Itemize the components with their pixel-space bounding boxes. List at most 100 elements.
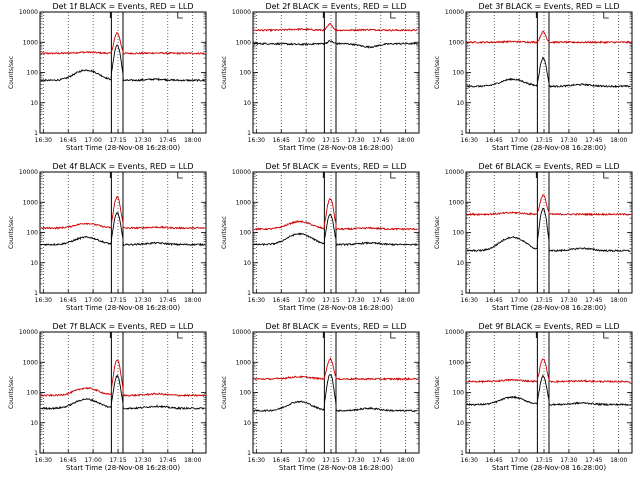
x-axis-label: Start Time (28-Nov-08 16:28:00) xyxy=(492,144,606,152)
x-tick-label: 17:30 xyxy=(134,457,151,464)
x-tick-label: 17:30 xyxy=(134,297,151,304)
x-tick-label: 16:30 xyxy=(35,137,52,144)
y-tick-label: 1 xyxy=(460,290,464,297)
y-tick-label: 10000 xyxy=(19,9,38,16)
x-tick-label: 17:00 xyxy=(84,297,101,304)
y-tick-label: 10000 xyxy=(445,329,464,336)
y-tick-label: 10 xyxy=(30,100,38,107)
x-tick-label: 18:00 xyxy=(610,137,627,144)
lld-series-line xyxy=(40,196,206,230)
y-tick-label: 100 xyxy=(453,390,465,397)
x-tick-label: 18:00 xyxy=(184,457,201,464)
y-tick-label: 10 xyxy=(243,260,251,267)
x-tick-label: 17:00 xyxy=(510,457,527,464)
x-tick-label: 17:15 xyxy=(109,297,126,304)
y-tick-label: 10 xyxy=(456,100,464,107)
top-marker xyxy=(390,12,396,19)
x-tick-label: 17:15 xyxy=(535,137,552,144)
x-tick-label: 16:45 xyxy=(273,297,290,304)
x-axis-label: Start Time (28-Nov-08 16:28:00) xyxy=(492,464,606,472)
y-tick-label: 10000 xyxy=(232,9,251,16)
y-tick-label: 10000 xyxy=(232,169,251,176)
y-axis-label: Counts/sec xyxy=(434,376,441,409)
x-tick-label: 17:15 xyxy=(109,137,126,144)
x-tick-label: 17:30 xyxy=(560,297,577,304)
x-axis-label: Start Time (28-Nov-08 16:28:00) xyxy=(279,304,393,312)
x-tick-label: 16:30 xyxy=(461,457,478,464)
x-axis-label: Start Time (28-Nov-08 16:28:00) xyxy=(492,304,606,312)
x-tick-label: 16:45 xyxy=(60,457,77,464)
x-tick-label: 17:15 xyxy=(322,137,339,144)
y-tick-label: 100 xyxy=(27,390,39,397)
y-tick-label: 1 xyxy=(247,450,251,457)
x-tick-label: 16:30 xyxy=(35,457,52,464)
events-series-line xyxy=(40,212,206,247)
y-tick-label: 100 xyxy=(27,230,39,237)
y-tick-label: 10000 xyxy=(19,169,38,176)
panel-title: Det 2f BLACK = Events, RED = LLD xyxy=(265,2,406,11)
y-tick-label: 100 xyxy=(453,70,465,77)
y-tick-label: 100 xyxy=(240,70,252,77)
x-tick-label: 17:45 xyxy=(159,297,176,304)
x-tick-label: 17:30 xyxy=(347,457,364,464)
top-marker xyxy=(390,172,396,179)
y-tick-label: 10000 xyxy=(445,169,464,176)
lld-series-line xyxy=(40,31,205,56)
x-tick-label: 16:45 xyxy=(273,137,290,144)
y-tick-label: 1 xyxy=(460,130,464,137)
lld-series-line xyxy=(253,22,418,33)
panel-title: Det 1f BLACK = Events, RED = LLD xyxy=(52,2,193,11)
events-series-line xyxy=(253,40,418,49)
y-axis-label: Counts/sec xyxy=(221,56,228,89)
x-tick-label: 17:00 xyxy=(510,297,527,304)
y-tick-label: 10000 xyxy=(232,329,251,336)
x-tick-label: 17:45 xyxy=(159,457,176,464)
events-series-line xyxy=(253,373,418,413)
x-tick-label: 17:30 xyxy=(347,297,364,304)
x-tick-label: 17:45 xyxy=(372,457,389,464)
y-tick-label: 1 xyxy=(34,130,38,137)
y-tick-label: 1 xyxy=(460,450,464,457)
events-series-line xyxy=(40,374,205,411)
x-tick-label: 17:15 xyxy=(322,297,339,304)
y-tick-label: 100 xyxy=(240,390,252,397)
panel-title: Det 7f BLACK = Events, RED = LLD xyxy=(52,322,193,331)
x-tick-label: 17:45 xyxy=(585,137,602,144)
lld-series-line xyxy=(40,359,205,398)
y-tick-label: 1 xyxy=(247,130,251,137)
y-tick-label: 100 xyxy=(453,230,465,237)
events-series-line xyxy=(40,44,206,83)
x-tick-label: 17:00 xyxy=(297,137,314,144)
lld-series-line xyxy=(466,30,632,45)
x-tick-label: 16:45 xyxy=(60,137,77,144)
y-axis-label: Counts/sec xyxy=(434,216,441,249)
x-tick-label: 17:00 xyxy=(297,297,314,304)
top-marker xyxy=(603,172,609,179)
x-tick-label: 17:15 xyxy=(109,457,126,464)
x-tick-label: 16:30 xyxy=(461,297,478,304)
events-series-line xyxy=(466,374,632,407)
x-axis-label: Start Time (28-Nov-08 16:28:00) xyxy=(66,464,180,472)
x-tick-label: 17:15 xyxy=(535,297,552,304)
x-tick-label: 17:45 xyxy=(372,297,389,304)
y-axis-label: Counts/sec xyxy=(8,376,15,409)
y-tick-label: 10 xyxy=(30,260,38,267)
top-marker xyxy=(177,172,183,179)
y-axis-label: Counts/sec xyxy=(221,376,228,409)
events-series-line xyxy=(253,213,418,247)
y-tick-label: 1000 xyxy=(23,39,38,46)
x-tick-label: 16:45 xyxy=(486,457,503,464)
x-tick-label: 18:00 xyxy=(610,457,627,464)
top-marker xyxy=(603,332,609,339)
x-axis-label: Start Time (28-Nov-08 16:28:00) xyxy=(66,144,180,152)
y-tick-label: 10 xyxy=(456,420,464,427)
x-tick-label: 18:00 xyxy=(397,457,414,464)
x-tick-label: 16:30 xyxy=(248,297,265,304)
x-tick-label: 18:00 xyxy=(184,137,201,144)
y-tick-label: 10 xyxy=(243,420,251,427)
x-tick-label: 17:45 xyxy=(585,457,602,464)
x-tick-label: 18:00 xyxy=(397,297,414,304)
panel-title: Det 8f BLACK = Events, RED = LLD xyxy=(265,322,406,331)
y-tick-label: 100 xyxy=(240,230,252,237)
x-tick-label: 16:45 xyxy=(273,457,290,464)
